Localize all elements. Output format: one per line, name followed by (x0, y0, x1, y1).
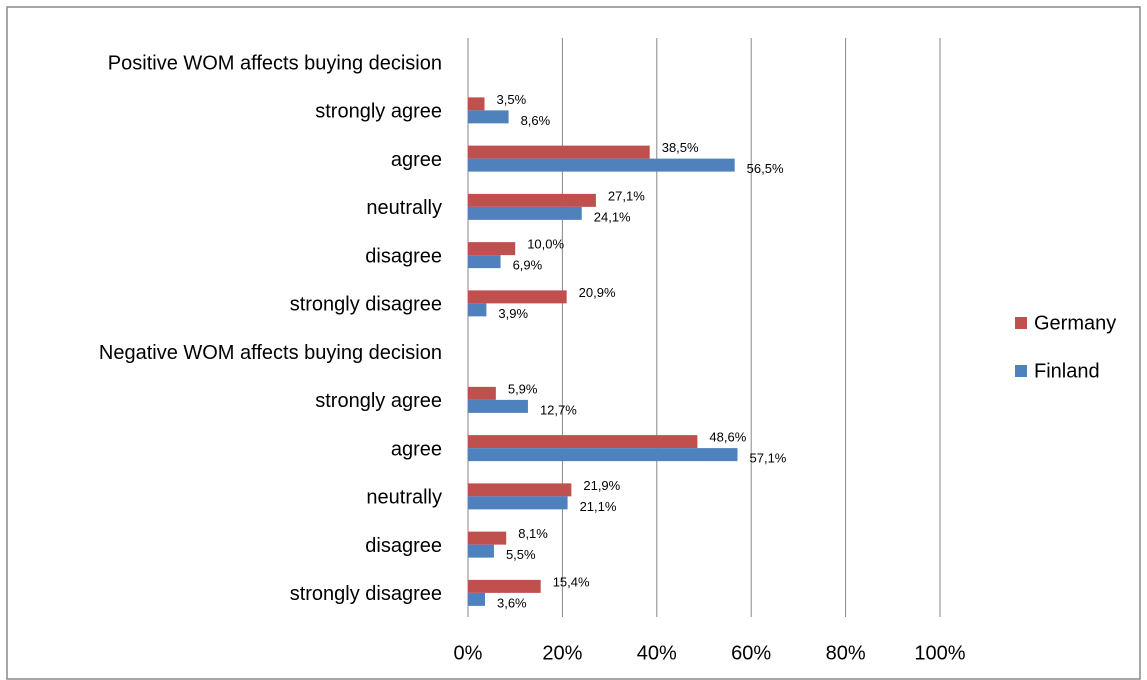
data-label: 3,9% (498, 306, 528, 321)
legend-label: Finland (1034, 360, 1100, 382)
data-label: 6,9% (513, 258, 543, 273)
bar (468, 290, 567, 304)
y-tick-label: strongly agree (315, 390, 442, 412)
x-tick-label: 60% (731, 642, 771, 664)
legend-label: Germany (1034, 312, 1116, 334)
y-tick-label: strongly disagree (290, 583, 442, 605)
data-label: 48,6% (709, 430, 746, 445)
data-label: 56,5% (747, 161, 784, 176)
data-label: 3,6% (497, 595, 527, 610)
x-tick-label: 0% (454, 642, 483, 664)
bar (468, 110, 509, 124)
y-tick-label: disagree (365, 535, 442, 557)
bar (468, 544, 494, 558)
bar (468, 158, 735, 172)
bar (468, 242, 516, 256)
data-label: 10,0% (527, 237, 564, 252)
x-tick-label: 80% (826, 642, 866, 664)
bar (468, 496, 568, 510)
data-label: 8,6% (521, 113, 551, 128)
bar (468, 531, 507, 545)
y-tick-label: strongly agree (315, 101, 442, 123)
x-tick-label: 100% (914, 642, 965, 664)
data-label: 12,7% (540, 402, 577, 417)
chart-border (6, 6, 1141, 680)
bar (468, 97, 485, 111)
data-label: 3,5% (497, 92, 527, 107)
legend-swatch (1015, 365, 1027, 377)
data-label: 21,1% (580, 499, 617, 514)
data-label: 20,9% (579, 285, 616, 300)
bar (468, 255, 501, 269)
bar (468, 193, 596, 207)
bar (468, 483, 572, 497)
y-tick-label: Positive WOM affects buying decision (108, 52, 442, 74)
data-label: 8,1% (518, 526, 548, 541)
data-label: 24,1% (594, 209, 631, 224)
y-tick-label: Negative WOM affects buying decision (99, 342, 442, 364)
data-label: 21,9% (583, 478, 620, 493)
bar (468, 206, 582, 220)
data-label: 15,4% (553, 574, 590, 589)
bar (468, 386, 496, 400)
bar (468, 592, 485, 606)
bar (468, 435, 698, 449)
bar (468, 399, 528, 413)
y-tick-label: agree (391, 438, 442, 460)
y-tick-label: neutrally (366, 487, 442, 509)
y-tick-label: strongly disagree (290, 294, 442, 316)
bar (468, 579, 541, 593)
data-label: 38,5% (662, 140, 699, 155)
y-tick-label: disagree (365, 245, 442, 267)
bar (468, 303, 487, 317)
legend-swatch (1015, 317, 1027, 329)
bar (468, 448, 738, 462)
bar (468, 145, 650, 159)
data-label: 57,1% (750, 451, 787, 466)
y-tick-label: neutrally (366, 197, 442, 219)
data-label: 5,5% (506, 547, 536, 562)
data-label: 5,9% (508, 381, 538, 396)
x-tick-label: 20% (542, 642, 582, 664)
x-tick-label: 40% (637, 642, 677, 664)
y-tick-label: agree (391, 149, 442, 171)
data-label: 27,1% (608, 188, 645, 203)
